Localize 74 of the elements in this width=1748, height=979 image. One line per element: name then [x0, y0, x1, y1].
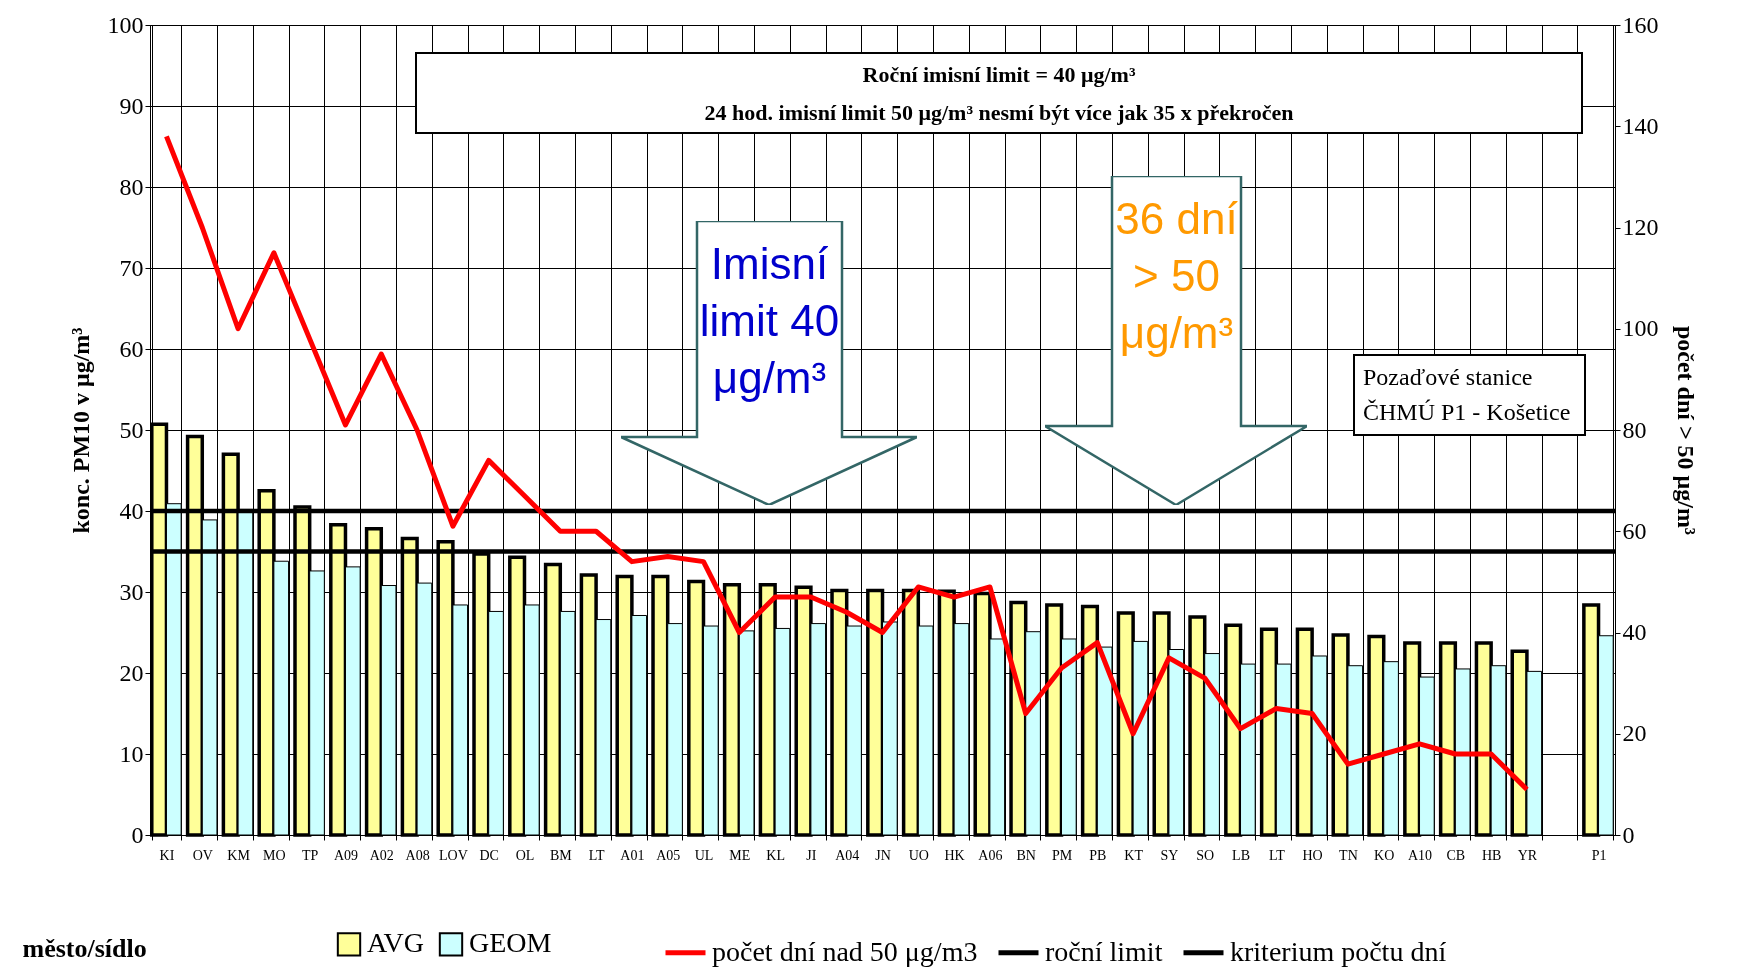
y2-tick-label: 0	[1622, 821, 1635, 848]
x-tick-label: OV	[192, 847, 213, 863]
x-tick-label: JN	[875, 847, 891, 863]
x-tick-label: KO	[1374, 847, 1395, 863]
y-tick-label: 60	[119, 335, 144, 362]
y-tick-label: 70	[119, 254, 144, 281]
y2-axis-title: počet dní > 50 μg/m³	[1672, 325, 1699, 536]
y-tick-label: 80	[119, 173, 144, 200]
y-tick-label: 40	[119, 497, 144, 524]
x-tick-label: YR	[1517, 847, 1538, 863]
x-axis-title: město/sídlo	[22, 933, 147, 963]
x-tick-label: KL	[766, 847, 785, 863]
y2-tick-label: 80	[1622, 416, 1647, 443]
note-box: Pozaďové stanice ČHMÚ P1 - Košetice	[1353, 354, 1586, 436]
annotation: Roční imisní limit = 40 μg/m³	[861, 61, 1137, 89]
x-tick-label: MO	[263, 847, 286, 863]
x-tick-label: A09	[333, 847, 359, 863]
annotation: 24 hod. imisní limit 50 μg/m³ nesmí být více jak 35 x překročen	[703, 99, 1295, 127]
x-tick-label: LT	[1268, 847, 1286, 863]
y2-tick-label: 20	[1622, 720, 1647, 747]
legend-label: počet dní nad 50 μg/m3	[712, 935, 978, 967]
x-tick-label: BM	[549, 847, 573, 863]
x-tick-label: PB	[1089, 847, 1107, 863]
x-tick-label: SY	[1160, 847, 1179, 863]
y2-tick-label: 120	[1622, 214, 1659, 240]
x-tick-label: A01	[620, 847, 645, 863]
note-box: Roční imisní limit = 40 μg/m³ 24 hod. imisní limit 50 μg/m³ nesmí být více jak 35 x překročen	[415, 52, 1583, 134]
x-tick-label: UO	[908, 847, 929, 863]
x-tick-label: HO	[1302, 847, 1323, 863]
x-tick-label: DC	[479, 847, 499, 863]
y2-tick-label: 160	[1622, 11, 1659, 38]
y2-tick-label: 100	[1622, 315, 1659, 342]
x-tick-label: A05	[656, 847, 681, 863]
x-tick-label: CB	[1446, 847, 1466, 863]
x-tick-label: KI	[159, 847, 175, 863]
y-tick-label: 20	[119, 659, 144, 686]
x-tick-label: HK	[944, 847, 965, 863]
x-tick-label: JI	[806, 847, 817, 863]
x-tick-label: A04	[835, 847, 860, 863]
legend-label: kriterium počtu dní	[1230, 935, 1447, 967]
x-tick-label: KT	[1124, 847, 1144, 863]
legend-label: roční limit	[1045, 935, 1163, 967]
x-tick-label: PM	[1051, 847, 1073, 863]
legend-label: AVG	[367, 927, 425, 959]
x-tick-label: OL	[515, 847, 535, 863]
x-tick-label: A10	[1407, 847, 1433, 863]
y-tick-label: 0	[131, 821, 144, 848]
x-tick-label: HB	[1481, 847, 1502, 863]
x-tick-label: TN	[1339, 847, 1358, 863]
x-tick-label: ME	[729, 847, 751, 863]
x-tick-label: A02	[369, 847, 394, 863]
x-tick-label: TP	[302, 847, 319, 863]
x-tick-label: LOV	[438, 847, 468, 863]
x-tick-label: SO	[1196, 847, 1215, 863]
x-tick-label: UL	[694, 847, 714, 863]
y-axis-title: konc. PM10 v μg/m³	[67, 327, 94, 534]
y-tick-label: 10	[119, 740, 144, 767]
x-tick-label: BN	[1016, 847, 1036, 863]
y-tick-label: 90	[119, 92, 144, 119]
x-tick-label: A06	[978, 847, 1003, 863]
x-tick-label: LB	[1232, 847, 1250, 863]
y-tick-label: 30	[119, 578, 144, 605]
y-tick-label: 100	[107, 11, 144, 38]
legend-label: GEOM	[469, 927, 552, 959]
y2-tick-label: 140	[1622, 112, 1659, 139]
x-tick-label: P1	[1591, 847, 1607, 863]
y2-tick-label: 60	[1622, 517, 1647, 544]
y2-tick-label: 40	[1622, 619, 1647, 645]
annotation: 36 dní > 50 μg/m³	[1114, 193, 1239, 359]
annotation: Imisní limit 40 μg/m³	[698, 238, 841, 404]
x-tick-label: KM	[227, 847, 251, 863]
x-tick-label: LT	[588, 847, 605, 863]
y-tick-label: 50	[119, 416, 144, 443]
x-tick-label: A08	[405, 847, 430, 863]
